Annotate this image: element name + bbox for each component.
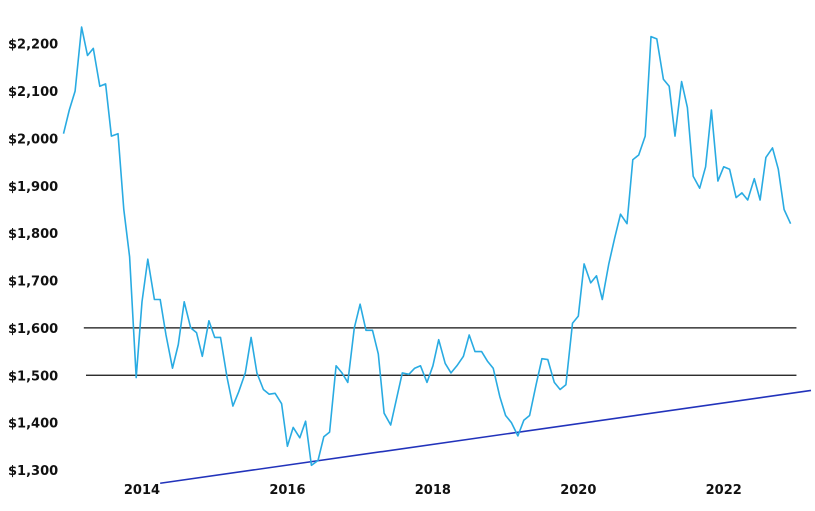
y-tick-label: $1,800 xyxy=(8,227,58,242)
price-series xyxy=(62,26,792,467)
y-tick-label: $1,900 xyxy=(8,180,58,195)
y-tick-label: $1,600 xyxy=(8,322,58,337)
y-tick-label: $2,000 xyxy=(8,132,58,147)
y-tick-label: $1,400 xyxy=(8,417,58,432)
x-tick-label: 2022 xyxy=(706,483,742,498)
support-trendline xyxy=(160,389,812,485)
y-tick-label: $1,500 xyxy=(8,369,58,384)
y-tick-label: $2,100 xyxy=(8,85,58,100)
reference-lines xyxy=(83,327,812,485)
price-line xyxy=(62,26,792,467)
x-tick-label: 2014 xyxy=(124,483,160,498)
x-tick-label: 2018 xyxy=(415,483,451,498)
x-tick-label: 2020 xyxy=(560,483,596,498)
y-tick-label: $2,200 xyxy=(8,38,58,53)
y-axis-tick-labels: $2,200 $2,100 $2,000 $1,900 $1,800 $1,700 $1,6… xyxy=(8,38,58,479)
x-tick-label: 2016 xyxy=(269,483,305,498)
y-tick-label: $1,700 xyxy=(8,275,58,290)
x-axis-tick-labels: 2014 2016 2018 2020 2022 xyxy=(124,483,742,498)
y-tick-label: $1,300 xyxy=(8,464,58,479)
